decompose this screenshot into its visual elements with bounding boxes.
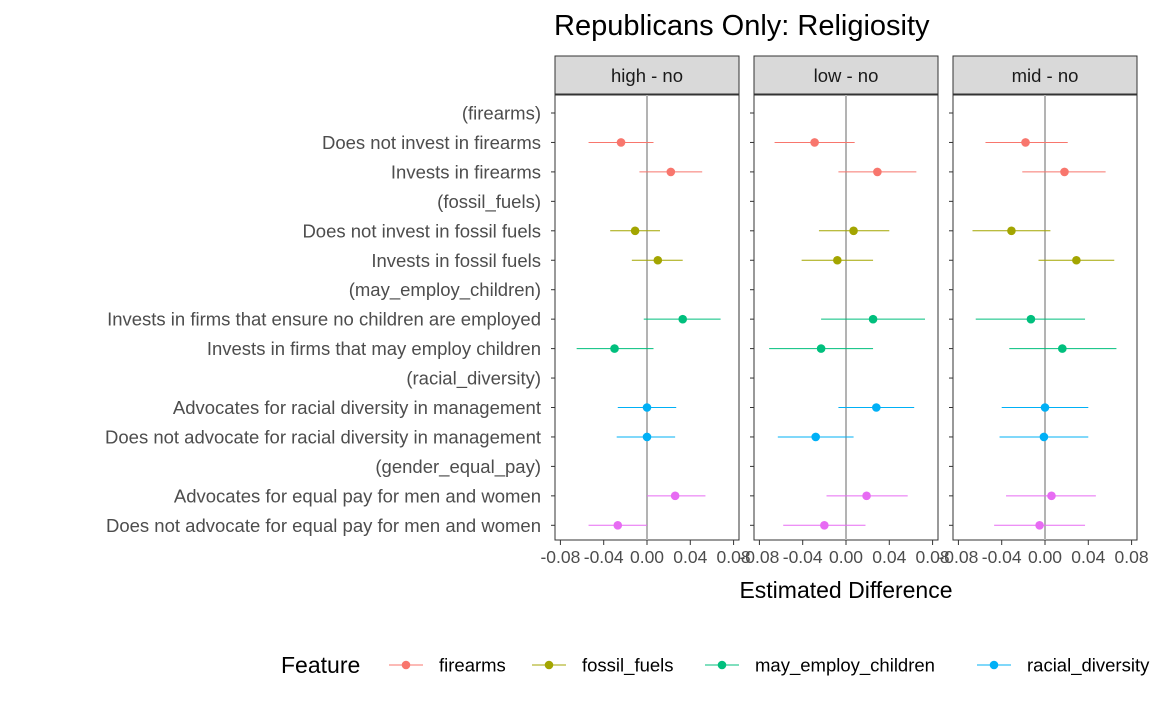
estimate-point <box>610 344 619 353</box>
x-tick-label: -0.08 <box>739 547 779 567</box>
legend-entry: racial_diversity <box>977 655 1150 677</box>
legend-label: fossil_fuels <box>582 655 674 677</box>
x-tick-label: 0.08 <box>717 547 751 567</box>
estimate-point <box>616 138 626 147</box>
estimate-point <box>1039 432 1049 442</box>
legend-entry: firearms <box>389 655 506 676</box>
legend-entry: fossil_fuels <box>532 655 674 677</box>
facet-strip <box>952 55 1138 95</box>
facet-panel: high - no -0.08 -0.04 0.00 0.04 0.08 <box>540 55 751 567</box>
legend-label: firearms <box>439 655 506 676</box>
facet-panel: low - no -0.08 -0.04 0.00 0.04 0.08 <box>739 55 950 567</box>
row-label: Does not advocate for equal pay for men … <box>106 515 541 536</box>
row-label: Advocates for equal pay for men and wome… <box>174 485 541 506</box>
estimate-point <box>666 167 676 177</box>
row-label: Does not advocate for racial diversity i… <box>105 426 541 447</box>
legend-key-point <box>717 660 727 670</box>
estimate-point <box>1026 314 1036 324</box>
x-tick-label: 0.04 <box>1071 547 1105 567</box>
estimate-point <box>1060 167 1069 177</box>
x-tick-label: -0.04 <box>783 547 823 567</box>
legend-label: may_employ_children <box>755 655 935 677</box>
x-tick-label: -0.08 <box>938 547 978 567</box>
row-labels: (firearms) Does not invest in firearms Inv… <box>105 103 541 536</box>
x-tick-label: 0.00 <box>1028 547 1062 567</box>
estimate-point <box>810 138 819 147</box>
estimate-point <box>642 403 652 412</box>
x-tick-label: 0.00 <box>630 547 664 567</box>
estimate-point <box>868 314 878 324</box>
legend-key-point <box>544 660 554 670</box>
row-label: (may_employ_children) <box>349 279 541 301</box>
row-label: (racial_diversity) <box>406 368 541 390</box>
estimate-point <box>642 432 652 442</box>
estimate-point <box>1040 403 1050 412</box>
legend-entry: may_employ_children <box>705 655 935 677</box>
legend-key-point <box>989 660 999 670</box>
x-axis-label: Estimated Difference <box>739 577 952 603</box>
facet-strip-label: low - no <box>814 65 879 86</box>
facet-strip <box>753 55 939 95</box>
x-tick-label: -0.04 <box>584 547 624 567</box>
x-tick-label: 0.00 <box>829 547 863 567</box>
estimate-point <box>833 255 842 265</box>
legend-title: Feature <box>281 652 360 678</box>
legend-key-point <box>401 660 411 670</box>
x-tick-label: 0.08 <box>916 547 950 567</box>
estimate-point <box>811 432 820 442</box>
estimate-point <box>653 255 663 265</box>
row-label: Does not invest in fossil fuels <box>302 220 541 241</box>
x-tick-label: -0.08 <box>540 547 580 567</box>
x-tick-label: 0.08 <box>1115 547 1149 567</box>
facet-strip <box>554 55 740 95</box>
legend-label: racial_diversity <box>1027 655 1150 677</box>
x-tick-label: 0.04 <box>872 547 906 567</box>
x-tick-label: -0.04 <box>982 547 1022 567</box>
estimate-point <box>678 314 688 324</box>
facet-strip-label: mid - no <box>1012 65 1079 86</box>
estimate-point <box>862 491 871 501</box>
estimate-point <box>1021 138 1030 147</box>
estimate-point <box>1072 255 1081 265</box>
estimate-point <box>1007 226 1016 236</box>
estimate-point <box>872 403 881 412</box>
row-label: Invests in fossil fuels <box>371 250 541 271</box>
estimate-point <box>613 521 623 530</box>
facet-panel: mid - no -0.08 -0.04 0.00 0.04 0.08 <box>938 55 1149 567</box>
row-label: (firearms) <box>462 103 541 124</box>
estimate-point <box>1058 344 1067 353</box>
estimate-point <box>1047 491 1056 501</box>
estimate-point <box>1035 521 1044 530</box>
chart-title: Republicans Only: Religiosity <box>554 10 930 42</box>
facet-strip-label: high - no <box>611 65 683 86</box>
x-tick-label: 0.04 <box>673 547 707 567</box>
row-label: Invests in firms that ensure no children… <box>107 309 541 330</box>
estimate-point <box>849 226 858 236</box>
estimate-point <box>873 167 882 177</box>
estimate-point <box>816 344 826 353</box>
estimate-point <box>820 521 829 530</box>
row-label: (gender_equal_pay) <box>375 456 541 478</box>
estimate-point <box>630 226 640 236</box>
row-label: Invests in firms that may employ childre… <box>207 338 541 359</box>
estimate-point <box>670 491 680 501</box>
row-label: Advocates for racial diversity in manage… <box>173 397 541 418</box>
row-label: Does not invest in firearms <box>322 132 541 153</box>
row-label: Invests in firearms <box>391 161 541 182</box>
row-label: (fossil_fuels) <box>437 191 541 213</box>
legend: Feature firearms fossil_fuels may_employ_ch… <box>281 652 1150 678</box>
